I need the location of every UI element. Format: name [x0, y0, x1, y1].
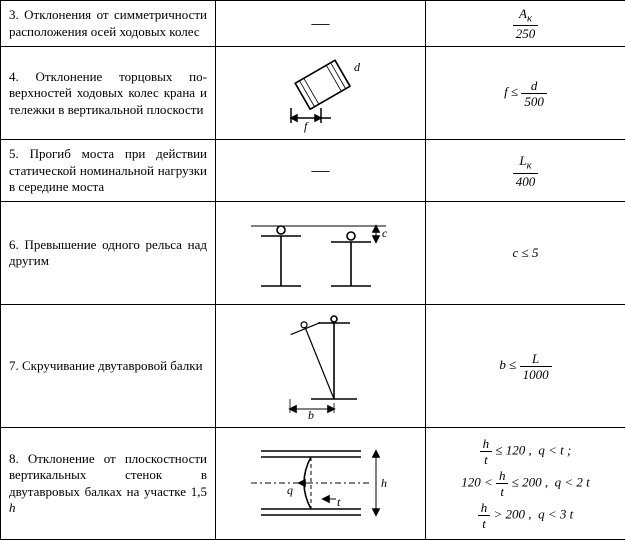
row-description: 4. Отклонение торцовых по­верхностей ход…	[1, 47, 216, 140]
svg-text:d: d	[354, 60, 361, 74]
row-description: 3. Отклонения от симметрич­ности располо…	[1, 1, 216, 47]
svg-text:f: f	[304, 119, 309, 133]
svg-text:h: h	[381, 476, 387, 490]
row-formula: ht ≤ 120 , q < t ;120 < ht ≤ 200 , q < 2…	[426, 428, 625, 540]
table-row: 7. Скручивание двутавровой балки b b ≤ L…	[1, 305, 625, 428]
table-row: 3. Отклонения от симметрич­ности располо…	[1, 1, 625, 47]
row-description: 8. Отклонение от плоскостности вертикаль…	[1, 428, 216, 540]
row-description: 6. Превышение одного рельса над другим	[1, 202, 216, 305]
table-row: 6. Превышение одного рельса над другим c…	[1, 202, 625, 305]
row-diagram: b	[216, 305, 426, 428]
svg-text:q: q	[287, 483, 293, 497]
row-description: 5. Прогиб моста при действии статической…	[1, 140, 216, 202]
row-diagram: c	[216, 202, 426, 305]
row-formula: Aк250	[426, 1, 625, 47]
svg-text:c: c	[382, 226, 388, 240]
table-body: 3. Отклонения от симметрич­ности располо…	[1, 1, 625, 540]
row-formula: Lк400	[426, 140, 625, 202]
row-description: 7. Скручивание двутавровой балки	[1, 305, 216, 428]
table-row: 4. Отклонение торцовых по­верхностей ход…	[1, 47, 625, 140]
row-formula: f ≤ d500	[426, 47, 625, 140]
tolerance-table: 3. Отклонения от симметрич­ности располо…	[0, 0, 625, 540]
svg-text:b: b	[308, 408, 314, 421]
row-diagram: —	[216, 140, 426, 202]
row-diagram: f d	[216, 47, 426, 140]
row-formula: b ≤ L1000	[426, 305, 625, 428]
row-formula: c ≤ 5	[426, 202, 625, 305]
row-diagram: —	[216, 1, 426, 47]
svg-text:t: t	[337, 495, 341, 509]
row-diagram: q t h	[216, 428, 426, 540]
table-row: 8. Отклонение от плоскостности вертикаль…	[1, 428, 625, 540]
table-row: 5. Прогиб моста при действии статической…	[1, 140, 625, 202]
